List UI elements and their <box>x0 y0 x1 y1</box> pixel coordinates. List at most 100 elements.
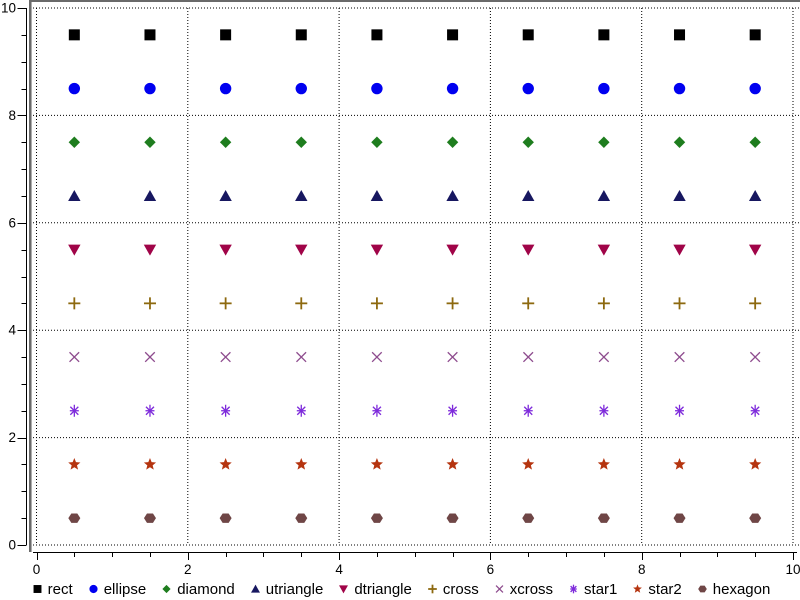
marker-star2 <box>143 458 157 470</box>
marker-hexagon <box>295 513 308 523</box>
marker-star2 <box>633 584 643 593</box>
marker-ellipse <box>598 82 610 95</box>
marker-diamond <box>598 136 610 148</box>
marker-star2 <box>219 458 232 470</box>
gridlines <box>33 7 800 546</box>
marker-star2 <box>68 458 81 470</box>
marker-diamond <box>446 136 459 148</box>
y-axis-label: 10 <box>1 1 16 16</box>
marker-rect <box>749 29 761 41</box>
marker-diamond <box>219 136 232 148</box>
marker-xcross <box>69 351 80 363</box>
marker-utriangle <box>673 189 686 201</box>
legend-dtriangle-icon <box>339 585 349 594</box>
marker-diamond <box>68 136 81 148</box>
legend-hexagon-icon <box>697 585 707 593</box>
marker-star2 <box>295 458 308 470</box>
legend-item-rect: rect <box>30 581 73 598</box>
marker-dtriangle <box>748 244 762 256</box>
marker-dtriangle <box>295 244 308 256</box>
x-axis-label: 0 <box>33 562 41 577</box>
legend-utriangle-icon <box>250 584 260 593</box>
legend-label: diamond <box>177 580 235 598</box>
y-axis-label: 2 <box>8 430 16 445</box>
marker-hexagon <box>68 513 81 523</box>
marker-star1 <box>296 406 306 416</box>
series-xcross <box>69 351 761 363</box>
frame-top <box>29 0 800 2</box>
marker-diamond <box>295 136 307 148</box>
x-axis-label: 4 <box>335 562 343 577</box>
legend-item-xcross: xcross <box>492 581 553 598</box>
legend-label: dtriangle <box>354 580 412 598</box>
marker-dtriangle <box>673 244 686 256</box>
legend-label: star2 <box>648 580 682 598</box>
marker-dtriangle <box>522 244 535 256</box>
series-star1 <box>69 404 760 417</box>
marker-ellipse <box>522 82 534 95</box>
marker-dtriangle <box>446 244 459 256</box>
marker-star1 <box>750 406 760 416</box>
x-axis-label: 8 <box>638 562 646 577</box>
marker-star1 <box>372 406 382 416</box>
marker-star2 <box>370 458 384 470</box>
marker-hexagon <box>143 513 156 523</box>
marker-utriangle <box>143 189 157 201</box>
marker-xcross <box>144 351 156 363</box>
marker-utriangle <box>748 189 762 201</box>
marker-ellipse <box>68 82 81 95</box>
marker-rect <box>674 29 686 41</box>
marker-star1 <box>69 406 79 416</box>
legend-label: utriangle <box>265 580 324 598</box>
marker-xcross <box>220 351 231 363</box>
x-axis-label: 2 <box>184 562 192 577</box>
marker-dtriangle <box>370 244 384 256</box>
marker-star2 <box>522 458 535 470</box>
x-axis-label: 6 <box>487 562 495 577</box>
series-rect <box>68 29 761 41</box>
marker-star1 <box>145 406 155 416</box>
marker-hexagon <box>597 513 610 523</box>
legend-label: ellipse <box>103 580 147 598</box>
marker-ellipse <box>371 82 383 95</box>
legend-ellipse-icon <box>89 584 98 594</box>
marker-diamond <box>371 136 383 148</box>
marker-ellipse <box>295 82 307 95</box>
legend-item-ellipse: ellipse <box>86 580 147 598</box>
marker-ellipse <box>446 82 459 95</box>
marker-xcross <box>495 585 504 593</box>
marker-ellipse <box>89 584 98 594</box>
marker-hexagon <box>446 513 459 523</box>
marker-diamond <box>522 136 534 148</box>
legend-item-cross: cross <box>425 581 479 598</box>
marker-diamond <box>162 584 171 594</box>
y-axis <box>17 8 27 546</box>
marker-ellipse <box>144 82 156 95</box>
legend-item-diamond: diamond <box>159 581 235 598</box>
marker-utriangle <box>597 189 611 201</box>
marker-xcross <box>749 351 761 363</box>
marker-utriangle <box>370 189 384 201</box>
data-points <box>68 29 762 523</box>
marker-dtriangle <box>339 585 349 594</box>
marker-star1 <box>448 406 458 416</box>
y-axis-label: 4 <box>8 323 16 338</box>
marker-ellipse <box>219 82 232 95</box>
legend-label: hexagon <box>712 580 771 598</box>
legend-diamond-icon <box>162 584 171 594</box>
y-axis-label: 8 <box>8 108 16 123</box>
series-star2 <box>68 458 762 470</box>
marker-star1 <box>675 406 684 416</box>
marker-diamond <box>749 136 761 148</box>
marker-rect <box>598 29 610 41</box>
legend-label: cross <box>442 580 479 598</box>
marker-utriangle <box>522 189 535 201</box>
marker-diamond <box>144 136 156 148</box>
legend-label: rect <box>47 580 73 598</box>
marker-rect <box>68 29 80 41</box>
marker-dtriangle <box>219 244 232 256</box>
marker-ellipse <box>673 82 686 95</box>
marker-hexagon <box>697 585 707 593</box>
